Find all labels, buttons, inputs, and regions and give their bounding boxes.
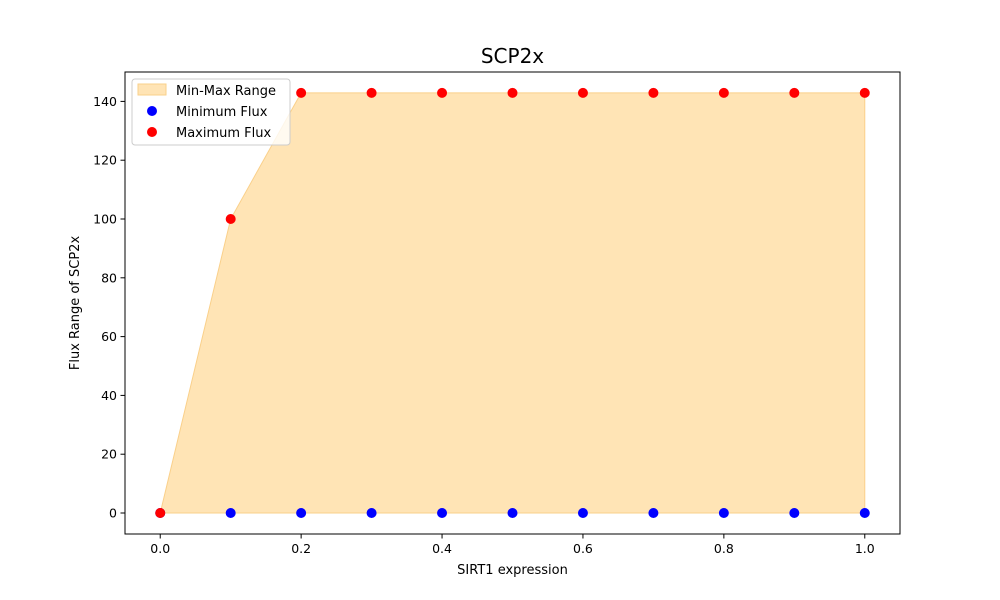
legend-label-minimum-flux: Minimum Flux — [176, 105, 268, 120]
chart-title: SCP2x — [481, 44, 544, 68]
x-tick-label: 0.2 — [291, 541, 311, 556]
y-axis-label: Flux Range of SCP2x — [68, 236, 83, 371]
minimum-flux-point — [296, 508, 307, 519]
maximum-flux-point — [155, 508, 166, 519]
x-tick-label: 0.0 — [150, 541, 170, 556]
legend-label-min-max-range: Min-Max Range — [176, 84, 276, 99]
legend-box — [131, 78, 291, 146]
y-tick-label: 40 — [101, 388, 117, 403]
y-tick-label: 80 — [101, 270, 117, 285]
minimum-flux-point — [225, 508, 236, 519]
maximum-flux-point — [225, 214, 236, 225]
minimum-flux-point — [366, 508, 377, 519]
minimum-flux-point — [577, 508, 588, 519]
x-tick-label: 1.0 — [855, 541, 875, 556]
y-tick-label: 20 — [101, 447, 117, 462]
legend-swatch-minimum-flux — [147, 106, 157, 116]
legend-label-maximum-flux: Maximum Flux — [176, 126, 272, 141]
x-tick-label: 0.6 — [573, 541, 593, 556]
maximum-flux-point — [366, 87, 377, 98]
y-tick-label: 120 — [93, 153, 117, 168]
min-max-range-area — [159, 92, 866, 514]
axes-frame — [124, 71, 901, 535]
legend-swatch-maximum-flux — [147, 127, 157, 137]
y-tick-label: 0 — [109, 506, 117, 521]
maximum-flux-point — [859, 87, 870, 98]
maximum-flux-point — [577, 87, 588, 98]
legend-swatch-min-max-range — [137, 83, 167, 96]
maximum-flux-point — [789, 87, 800, 98]
minimum-flux-point — [859, 508, 870, 519]
plot-area — [155, 87, 870, 519]
x-tick-label: 0.4 — [432, 541, 452, 556]
y-tick-label: 140 — [93, 94, 117, 109]
minimum-flux-point — [789, 508, 800, 519]
maximum-flux-point — [718, 87, 729, 98]
maximum-flux-point — [296, 87, 307, 98]
y-axis: 0 20 40 60 80 100 120 140 — [93, 94, 125, 521]
x-axis: 0.0 0.2 0.4 0.6 0.8 1.0 — [150, 534, 875, 556]
minimum-flux-point — [437, 508, 448, 519]
legend: Min-Max Range Minimum Flux Maximum Flux — [131, 78, 291, 146]
minimum-flux-point — [718, 508, 729, 519]
maximum-flux-point — [507, 87, 518, 98]
minimum-flux-point — [648, 508, 659, 519]
y-tick-label: 60 — [101, 329, 117, 344]
y-tick-label: 100 — [93, 212, 117, 227]
x-tick-label: 0.8 — [714, 541, 734, 556]
maximum-flux-point — [437, 87, 448, 98]
x-axis-label: SIRT1 expression — [457, 563, 568, 578]
maximum-flux-point — [648, 87, 659, 98]
minimum-flux-point — [507, 508, 518, 519]
